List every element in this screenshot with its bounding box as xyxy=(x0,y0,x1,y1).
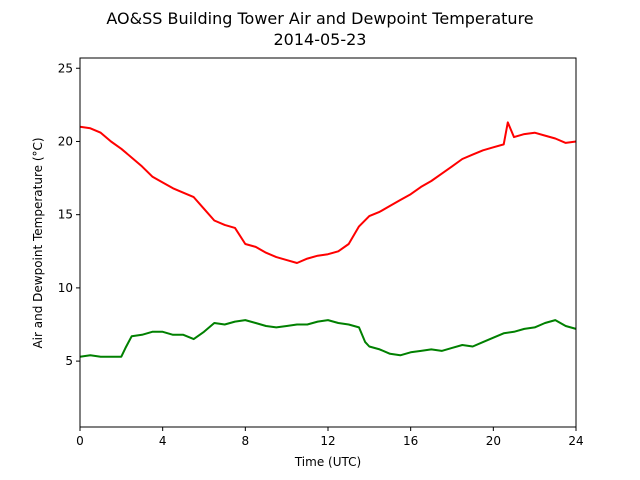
chart-subtitle: 2014-05-23 xyxy=(274,30,367,49)
series-line-0 xyxy=(79,121,577,264)
x-axis-ticks: 0 4 8 12 16 20 24 xyxy=(76,427,584,448)
plot-frame xyxy=(79,57,577,428)
x-tick-label: 0 xyxy=(76,434,84,448)
series-layer xyxy=(79,121,577,358)
y-tick-label: 10 xyxy=(58,281,73,295)
x-tick-label: 4 xyxy=(159,434,167,448)
y-tick-label: 15 xyxy=(58,208,73,222)
chart-title: AO&SS Building Tower Air and Dewpoint Te… xyxy=(106,9,533,28)
y-tick-label: 5 xyxy=(65,354,73,368)
x-tick-label: 16 xyxy=(403,434,418,448)
y-axis-ticks: 5 10 15 20 25 xyxy=(58,61,80,368)
series-line-1 xyxy=(79,319,577,358)
x-axis-label: Time (UTC) xyxy=(294,455,361,469)
x-tick-label: 24 xyxy=(568,434,583,448)
x-tick-label: 20 xyxy=(486,434,501,448)
y-tick-label: 20 xyxy=(58,134,73,148)
x-tick-label: 8 xyxy=(242,434,250,448)
y-tick-label: 25 xyxy=(58,61,73,75)
y-axis-label: Air and Dewpoint Temperature (°C) xyxy=(31,137,45,348)
x-tick-label: 12 xyxy=(320,434,335,448)
